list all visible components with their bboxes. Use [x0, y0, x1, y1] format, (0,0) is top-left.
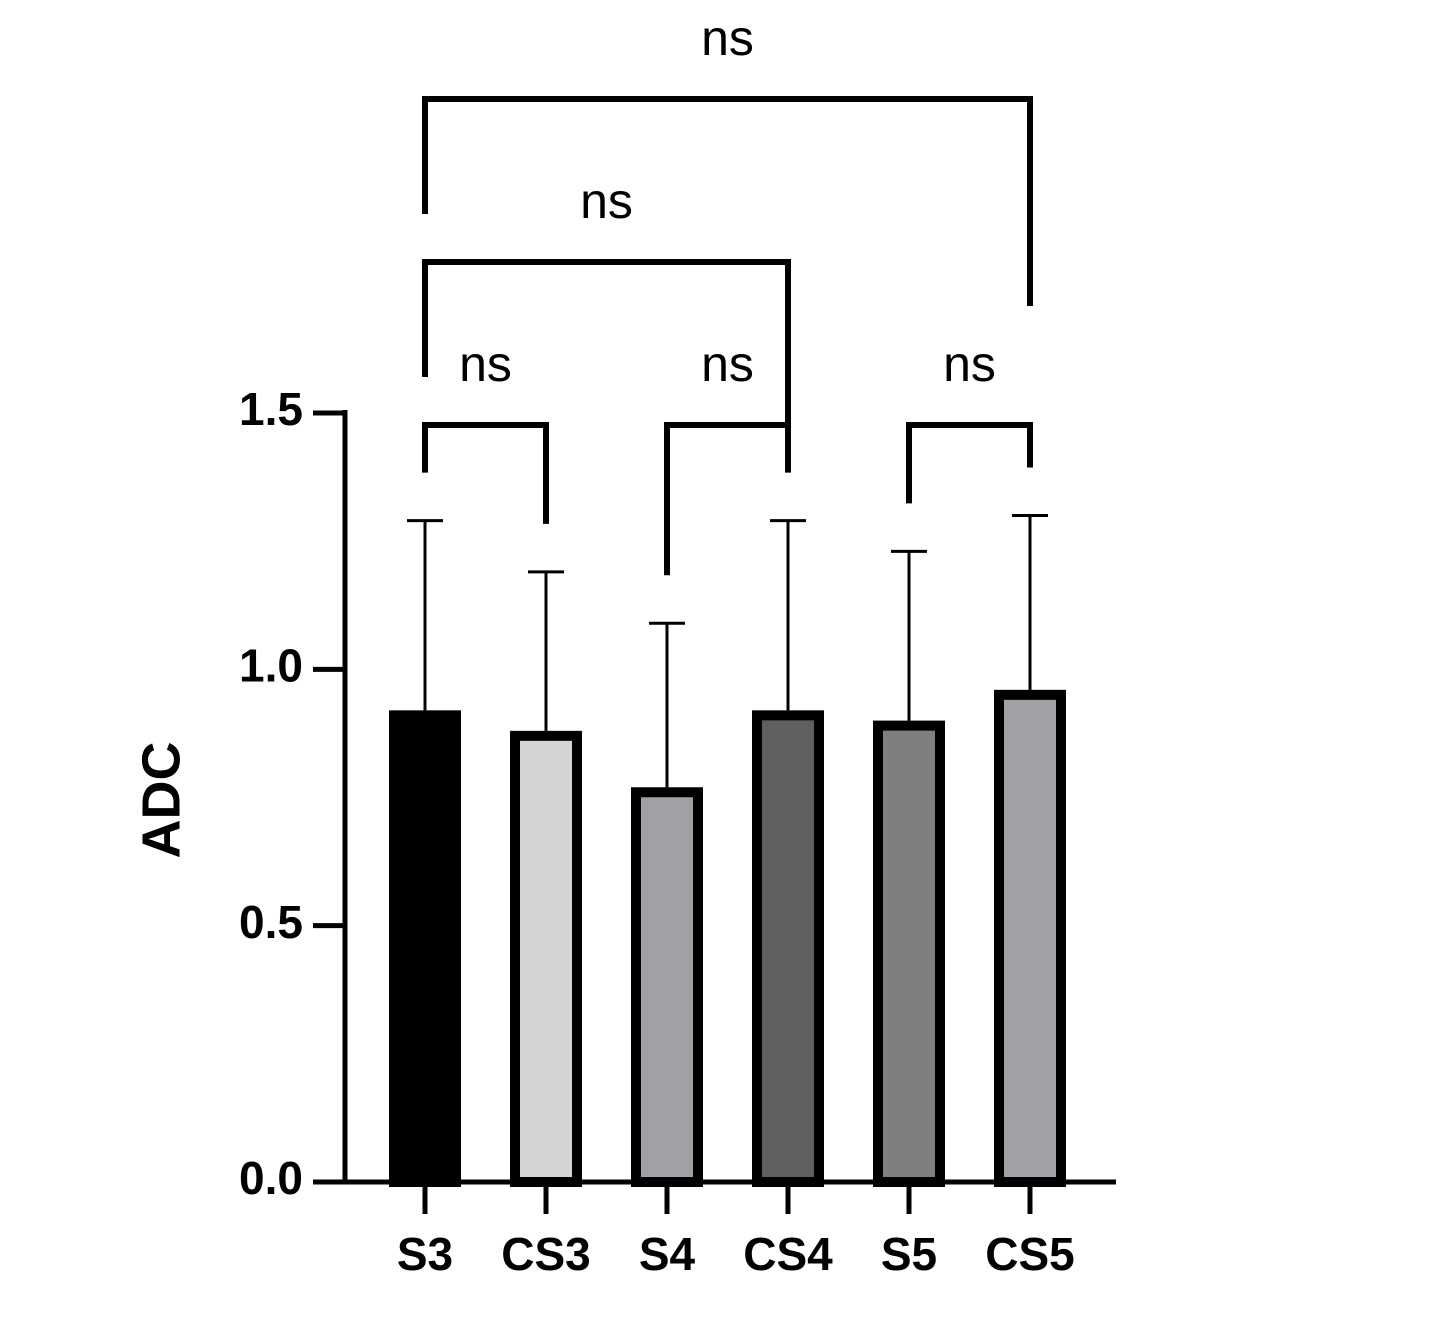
significance-label: ns: [701, 336, 754, 392]
significance-bracket: [422, 96, 1033, 306]
x-tick-label: S3: [397, 1228, 453, 1280]
significance-bracket: [422, 259, 791, 469]
bar: [631, 787, 703, 1187]
bar: [994, 689, 1066, 1188]
x-tick-label: CS5: [985, 1228, 1074, 1280]
x-tick-label: S5: [881, 1228, 937, 1280]
significance-label: ns: [580, 173, 633, 229]
y-tick-label: 1.0: [239, 639, 303, 691]
x-tick-label: CS4: [743, 1228, 833, 1280]
significance-label: ns: [701, 10, 754, 66]
significance-bracket: [422, 422, 549, 524]
significance-bracket: [906, 422, 1033, 504]
significance-label: ns: [943, 336, 996, 392]
y-tick-label: 1.5: [239, 383, 303, 435]
significance-label: ns: [459, 336, 512, 392]
bar: [752, 710, 824, 1187]
y-axis-label: ADC: [131, 742, 191, 859]
bar: [873, 720, 945, 1187]
x-tick-label: S4: [639, 1228, 696, 1280]
y-tick-label: 0.5: [239, 896, 303, 948]
bar: [510, 730, 582, 1187]
y-tick-label: 0.0: [239, 1152, 303, 1204]
x-tick-label: CS3: [501, 1228, 590, 1280]
bar: [389, 710, 461, 1187]
significance-bracket: [664, 422, 791, 576]
